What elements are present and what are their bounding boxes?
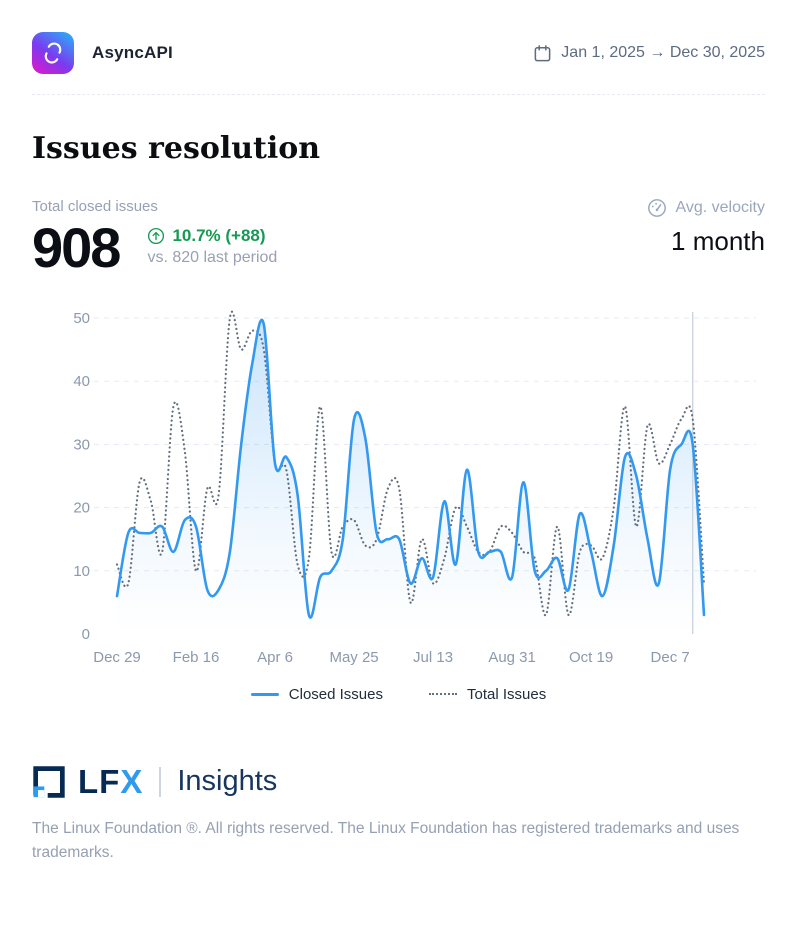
lfx-insights-brand: LFX Insights [32, 765, 765, 799]
lfx-logo-icon [33, 766, 65, 798]
svg-text:Dec 29: Dec 29 [93, 649, 141, 666]
delta-badge: 10.7% (+88) [147, 226, 277, 246]
header: AsyncAPI Jan 1, 2025 → Dec 30, 2025 [32, 0, 765, 94]
stats-row: Total closed issues 908 10.7% (+88) vs. … [32, 198, 765, 278]
chart-legend: Closed Issues Total Issues [32, 686, 765, 703]
copyright-text: The Linux Foundation ®. All rights reser… [32, 819, 740, 861]
gauge-icon [648, 199, 667, 217]
velocity-value: 1 month [671, 226, 765, 256]
svg-text:10: 10 [73, 563, 90, 580]
delta-value: 10.7% (+88) [172, 226, 266, 245]
legend-label: Closed Issues [288, 685, 383, 703]
date-range-label: Jan 1, 2025 → Dec 30, 2025 [561, 44, 765, 61]
closed-issues-stat: Total closed issues 908 10.7% (+88) vs. … [32, 198, 277, 278]
issues-chart[interactable]: 0 10 20 30 40 50 Dec 29 Feb 16 Apr 6 May 25 Jul 13… [52, 304, 765, 672]
brand-separator [159, 766, 162, 797]
velocity-stat: Avg. velocity 1 month [647, 198, 765, 257]
comparison-text: vs. 820 last period [147, 249, 278, 266]
dotted-line-swatch [429, 693, 457, 696]
date-range-picker[interactable]: Jan 1, 2025 → Dec 30, 2025 [533, 44, 765, 63]
solid-line-swatch [250, 692, 279, 696]
footer: LFX Insights The Linux Foundation ®. All… [32, 765, 765, 865]
svg-text:30: 30 [73, 436, 90, 453]
lfx-wordmark: LFX [78, 763, 144, 801]
svg-text:20: 20 [73, 499, 90, 516]
svg-text:50: 50 [73, 310, 90, 327]
circle-arrow-up-icon [148, 227, 165, 245]
metric-value: 908 [32, 216, 121, 279]
legend-item-total-issues[interactable]: Total Issues [429, 686, 546, 703]
legend-item-closed-issues[interactable]: Closed Issues [250, 685, 383, 703]
svg-text:May 25: May 25 [329, 649, 378, 666]
calendar-icon [534, 44, 551, 61]
velocity-label: Avg. velocity [675, 199, 765, 216]
svg-text:Apr 6: Apr 6 [257, 649, 293, 666]
metric-label: Total closed issues [32, 198, 158, 215]
insights-wordmark: Insights [177, 765, 278, 798]
svg-text:40: 40 [73, 373, 90, 390]
asyncapi-logo [32, 32, 74, 74]
page-title: Issues resolution [32, 131, 321, 166]
legend-label: Total Issues [467, 685, 547, 703]
svg-text:Jul 13: Jul 13 [413, 649, 453, 666]
org-name: AsyncAPI [92, 43, 173, 62]
svg-text:Feb 16: Feb 16 [173, 649, 220, 666]
svg-text:0: 0 [82, 626, 90, 643]
svg-text:Aug 31: Aug 31 [488, 649, 536, 666]
line-chart-canvas[interactable]: 0 10 20 30 40 50 Dec 29 Feb 16 Apr 6 May 25 Jul 13… [52, 304, 764, 672]
svg-text:Oct 19: Oct 19 [569, 649, 613, 666]
org-identity: AsyncAPI [32, 32, 173, 74]
asyncapi-logo-glyph [44, 42, 62, 64]
header-divider [32, 94, 765, 95]
svg-text:Dec 7: Dec 7 [651, 649, 690, 666]
